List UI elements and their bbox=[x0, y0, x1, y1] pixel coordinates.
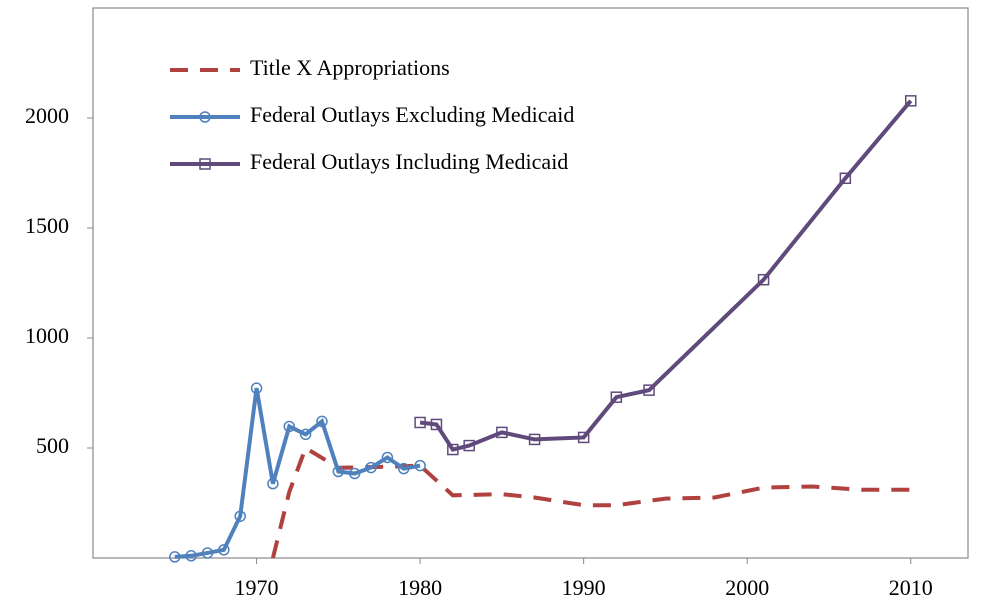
x-tick-label: 1970 bbox=[235, 575, 279, 600]
point bbox=[757, 273, 770, 286]
point bbox=[496, 426, 508, 439]
point bbox=[332, 465, 345, 478]
point bbox=[299, 428, 312, 441]
series-line bbox=[419, 99, 913, 452]
point bbox=[397, 462, 410, 475]
point bbox=[185, 550, 197, 562]
legend-label: Federal Outlays Excluding Medicaid bbox=[250, 102, 574, 127]
point bbox=[414, 459, 426, 472]
y-tick-label: 1000 bbox=[25, 323, 69, 348]
plot-frame bbox=[92, 7, 969, 559]
x-tick-label: 2000 bbox=[725, 575, 769, 600]
point bbox=[577, 431, 590, 444]
y-tick-label: 1500 bbox=[25, 213, 69, 238]
point bbox=[528, 433, 541, 446]
point bbox=[234, 510, 246, 522]
point bbox=[463, 439, 475, 452]
point bbox=[447, 443, 459, 456]
point bbox=[643, 384, 655, 396]
y-tick-label: 500 bbox=[36, 433, 69, 458]
point bbox=[267, 477, 279, 490]
point bbox=[839, 172, 852, 185]
point bbox=[348, 467, 361, 480]
point bbox=[365, 461, 377, 474]
point bbox=[905, 95, 917, 107]
series-line bbox=[270, 445, 911, 559]
x-tick-label: 1980 bbox=[398, 575, 442, 600]
y-tick-label: 2000 bbox=[25, 103, 69, 128]
point bbox=[218, 544, 230, 556]
legend-marker bbox=[199, 111, 211, 123]
series-line bbox=[174, 387, 421, 559]
legend-marker bbox=[199, 158, 211, 170]
point bbox=[414, 416, 426, 429]
point bbox=[430, 418, 443, 431]
point bbox=[610, 391, 623, 403]
point bbox=[316, 415, 328, 428]
point bbox=[381, 451, 394, 464]
point bbox=[283, 420, 296, 433]
legend-label: Federal Outlays Including Medicaid bbox=[250, 149, 568, 174]
point bbox=[169, 551, 181, 563]
x-tick-label: 1990 bbox=[562, 575, 606, 600]
legend-label: Title X Appropriations bbox=[250, 55, 450, 80]
point bbox=[250, 382, 263, 394]
point bbox=[201, 547, 214, 559]
x-tick-label: 2010 bbox=[889, 575, 933, 600]
